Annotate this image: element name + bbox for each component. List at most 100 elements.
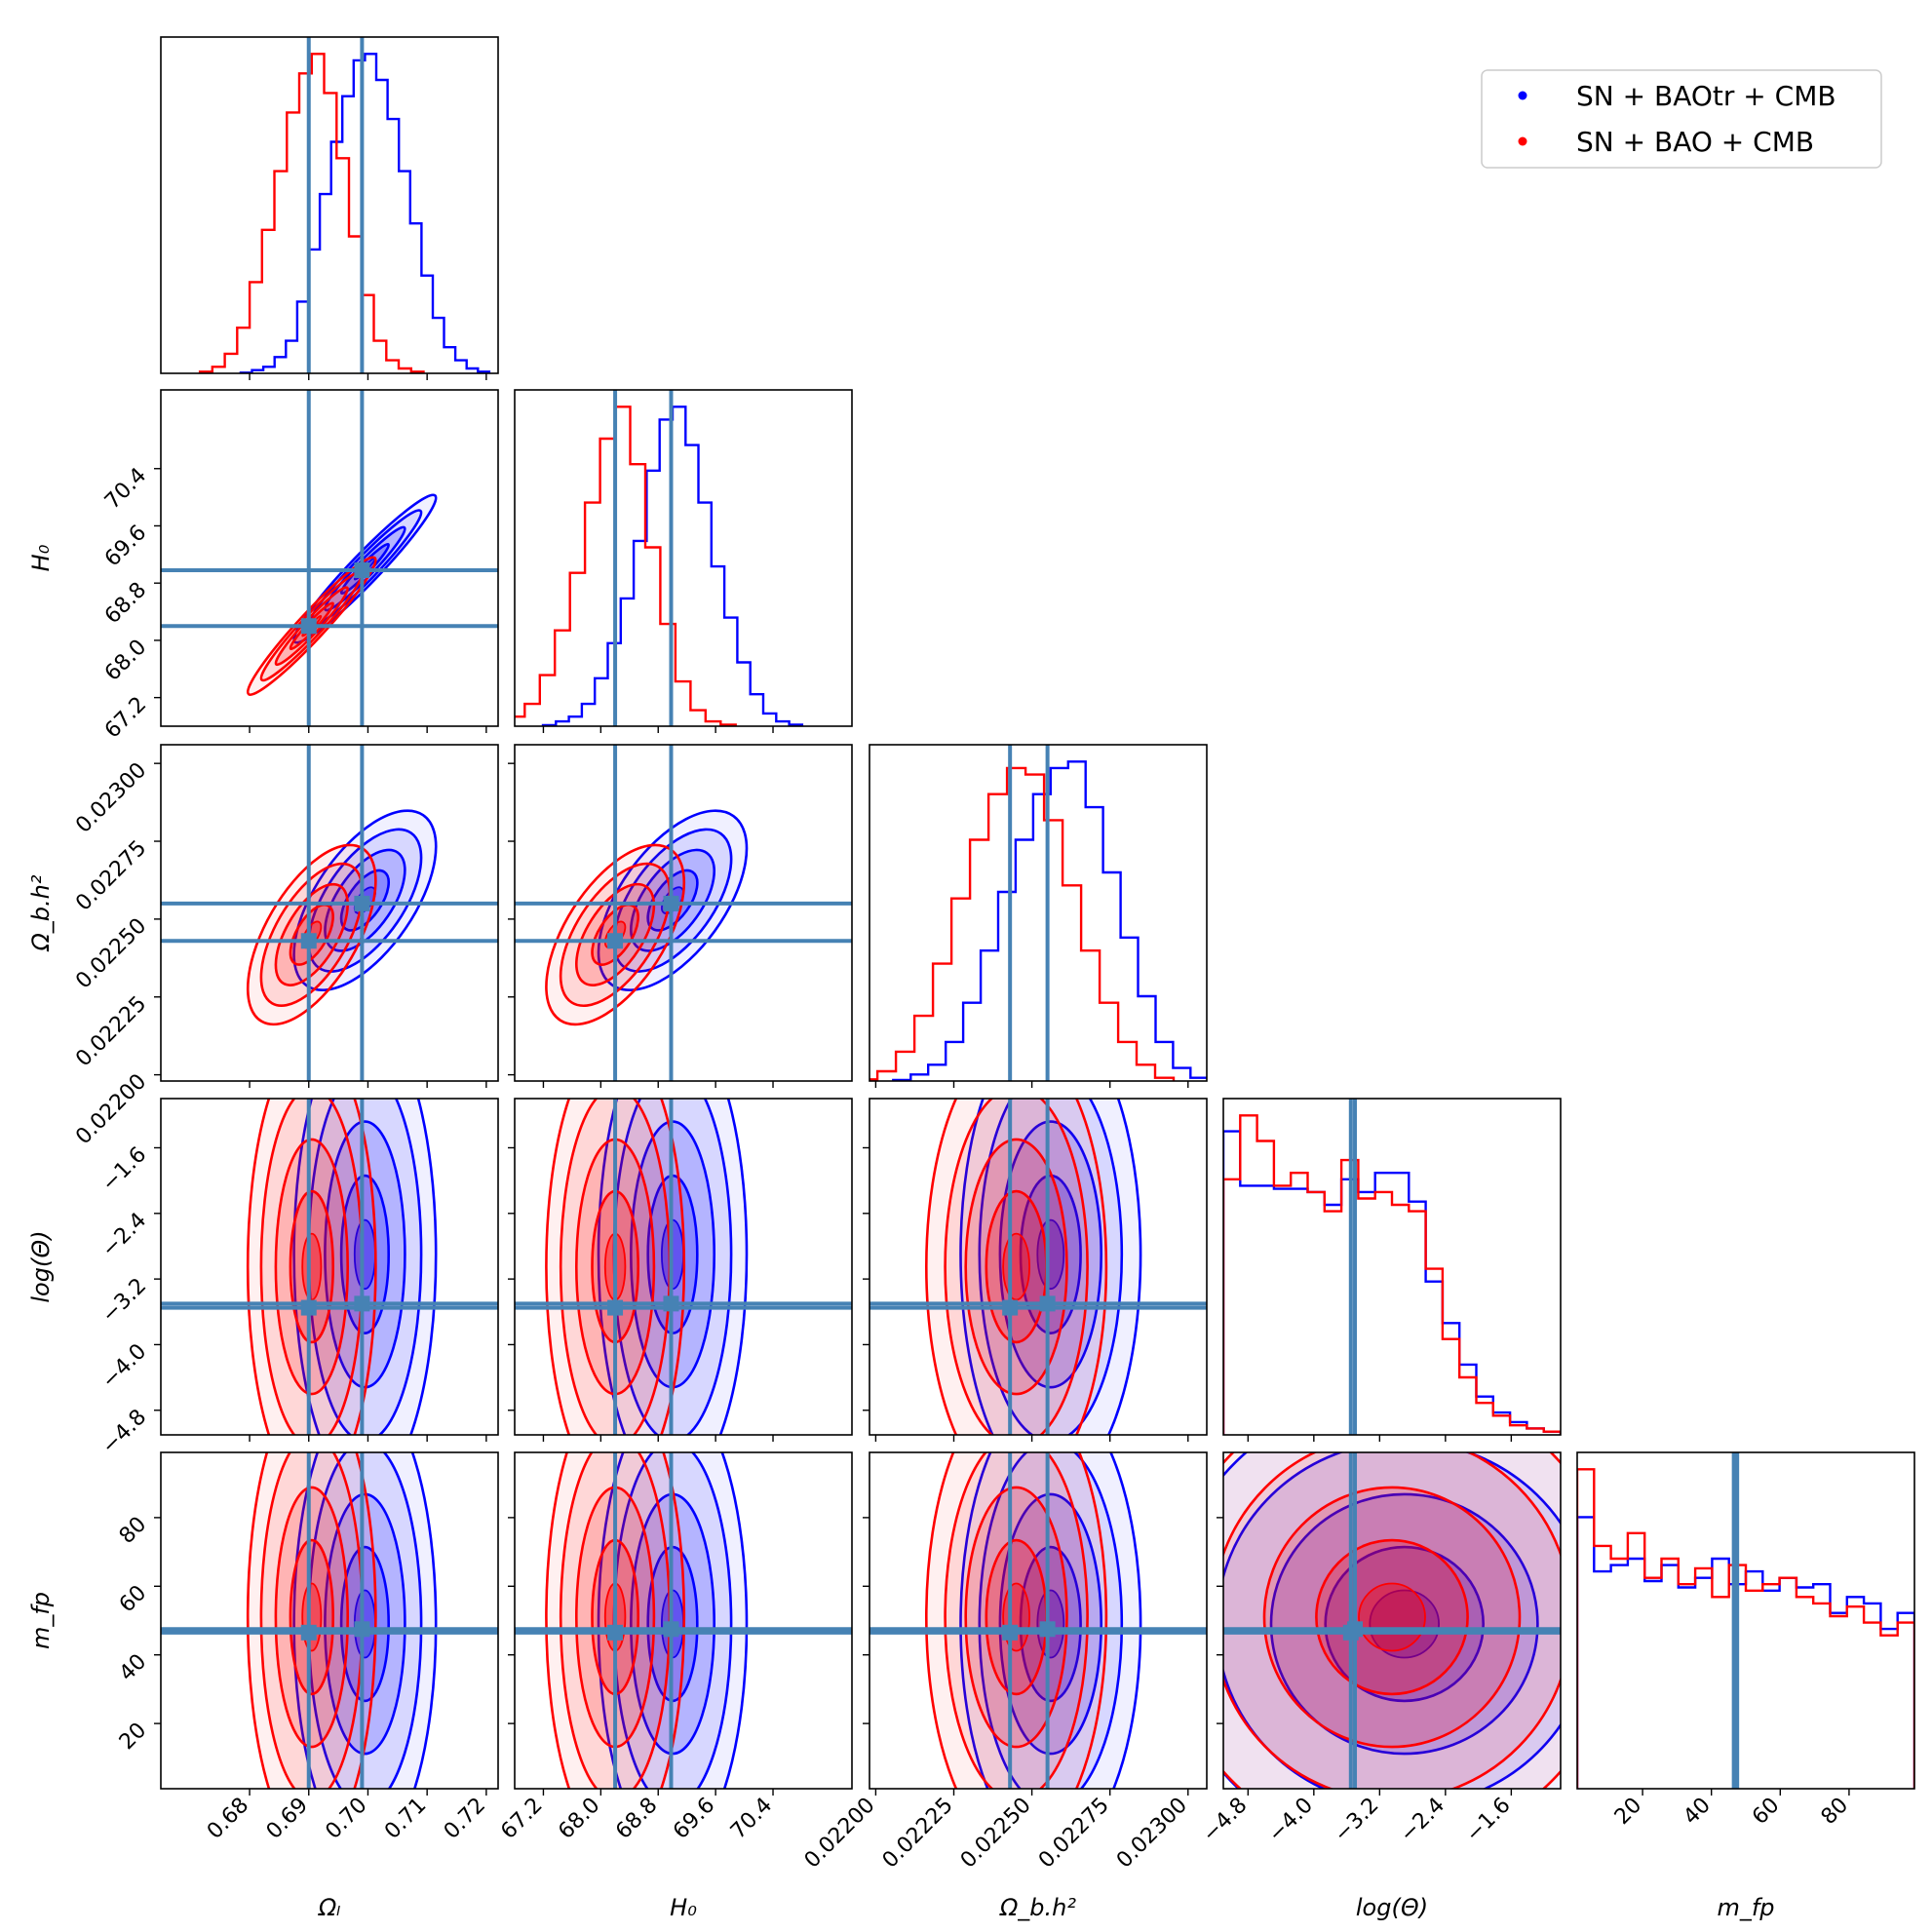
- contour-red-level-4: [1002, 1232, 1030, 1301]
- panel-frame: [869, 744, 1208, 1082]
- panel-plot-area: [161, 1099, 498, 1435]
- x-tick-label-log_theta: −1.6: [1461, 1794, 1515, 1847]
- truth-marker-0: [300, 1299, 317, 1316]
- panel-frame: [514, 1451, 853, 1790]
- contour-red-level-4: [301, 1582, 323, 1652]
- truth-marker-1: [1039, 1295, 1056, 1312]
- contour-red-level-3: [289, 1538, 334, 1696]
- panel-m_fp-vs-omega_l: 0.68 0.69 0.70 0.71 0.72 20 40 60 80: [115, 1451, 499, 1844]
- panel-frame: [514, 389, 853, 727]
- x-tick-label-m_fp: 80: [1817, 1794, 1853, 1830]
- y-axis-label-log_theta: log(Θ): [27, 1230, 55, 1302]
- x-tick-label-log_theta: −2.4: [1396, 1794, 1449, 1847]
- contour-blue-level-2: [998, 1120, 1103, 1389]
- truth-marker-1: [354, 1621, 370, 1638]
- panel-plot-area: [1223, 1452, 1561, 1789]
- panel-log_theta-vs-omega_l: −4.8 −4.0 −3.2 −2.4 −1.6: [97, 1098, 499, 1459]
- legend: SN + BAOtr + CMB SN + BAO + CMB: [1481, 69, 1882, 169]
- panel-omega_b_h2-vs-omega_b_h2: [869, 744, 1208, 1088]
- panel-omega_l-vs-omega_l: [160, 36, 499, 380]
- panel-plot-area: [869, 1452, 1207, 1789]
- contour-blue-level-3: [1324, 1545, 1485, 1703]
- x-tick-label-omega_l: 0.69: [262, 1794, 313, 1844]
- truth-marker-1: [1347, 1621, 1364, 1638]
- histogram-red: [1577, 1468, 1914, 1789]
- panel-plot-area: [515, 1452, 852, 1789]
- y-tick-label-log_theta: −4.0: [97, 1339, 151, 1393]
- truth-marker-1: [354, 561, 370, 578]
- contour-red-level-2: [274, 1486, 349, 1749]
- x-tick-label-h0: 69.6: [669, 1794, 719, 1844]
- panel-frame: [160, 744, 499, 1082]
- truth-marker-1: [663, 895, 679, 911]
- x-tick-label-m_fp: 20: [1610, 1794, 1646, 1830]
- y-tick-label-log_theta: −1.6: [97, 1142, 151, 1196]
- y-tick-label-log_theta: −4.8: [97, 1405, 151, 1458]
- panel-plot-area: [869, 1099, 1207, 1435]
- y-tick-label-m_fp: 80: [115, 1512, 151, 1548]
- x-tick-label-h0: 67.2: [496, 1794, 547, 1844]
- panel-m_fp-vs-h0: 67.2 68.0 68.8 69.6 70.4: [496, 1451, 853, 1844]
- panel-plot-area: [869, 745, 1207, 1081]
- x-tick-label-omega_l: 0.71: [380, 1794, 431, 1844]
- truth-marker-1: [1039, 1621, 1056, 1638]
- y-tick-label-omega_b_h2: 0.02275: [71, 836, 151, 916]
- panel-frame: [160, 36, 499, 374]
- x-tick-label-log_theta: −4.0: [1264, 1794, 1318, 1847]
- legend-label-blue: SN + BAOtr + CMB: [1576, 80, 1836, 112]
- panel-plot-area: [198, 37, 491, 373]
- y-axis-label-omega_b_h2: Ω_b.h²: [27, 874, 55, 951]
- truth-marker-1: [663, 1621, 679, 1638]
- x-tick-label-log_theta: −4.8: [1198, 1794, 1252, 1847]
- panel-frame: [160, 389, 499, 727]
- histogram-blue: [892, 760, 1207, 1081]
- legend-frame: [1481, 69, 1882, 169]
- panel-plot-area: [1223, 1099, 1561, 1435]
- y-axis-label-m_fp: m_fp: [27, 1592, 55, 1649]
- y-tick-label-h0: 68.0: [100, 635, 151, 685]
- x-tick-label-m_fp: 40: [1679, 1794, 1715, 1830]
- truth-marker-0: [607, 1299, 624, 1316]
- contour-red-level-0: [246, 1099, 377, 1435]
- x-tick-label-omega_b_h2: 0.02275: [1034, 1794, 1114, 1874]
- x-axis-label-h0: H₀: [670, 1894, 697, 1921]
- y-tick-label-omega_b_h2: 0.02300: [71, 758, 151, 838]
- x-axis-label-log_theta: log(Θ): [1356, 1894, 1428, 1921]
- panel-frame: [1222, 1451, 1562, 1790]
- y-axis-label-h0: H₀: [27, 544, 55, 571]
- y-tick-label-h0: 68.8: [100, 578, 151, 629]
- y-tick-label-omega_b_h2: 0.02200: [71, 1069, 151, 1149]
- y-tick-label-m_fp: 20: [115, 1719, 151, 1755]
- y-tick-label-log_theta: −3.2: [97, 1274, 151, 1328]
- x-tick-label-omega_l: 0.68: [203, 1794, 253, 1844]
- y-tick-label-h0: 67.2: [100, 692, 151, 743]
- panel-log_theta-vs-h0: [508, 1098, 853, 1442]
- contour-red-level-4: [1358, 1582, 1426, 1652]
- contour-red-level-2: [274, 1138, 349, 1396]
- truth-marker-0: [300, 1624, 317, 1641]
- panel-plot-area: [161, 390, 498, 726]
- x-axis-label-omega_l: Ωₗ: [318, 1894, 340, 1921]
- panel-plot-area: [515, 390, 804, 726]
- panel-frame: [869, 1098, 1208, 1436]
- corner-panels: 67.268.068.869.670.40.022000.022250.0225…: [27, 36, 1915, 1921]
- panel-m_fp-vs-m_fp: 20 40 60 80: [1576, 1451, 1915, 1830]
- panel-frame: [160, 1451, 499, 1790]
- x-tick-label-h0: 70.4: [726, 1794, 777, 1844]
- y-tick-label-h0: 69.6: [100, 521, 151, 571]
- truth-marker-1: [354, 895, 370, 911]
- histogram-red: [198, 53, 425, 373]
- x-tick-label-m_fp: 60: [1748, 1794, 1784, 1830]
- panel-plot-area: [161, 1452, 498, 1789]
- panel-frame: [869, 1451, 1208, 1790]
- x-tick-label-h0: 68.0: [554, 1794, 604, 1844]
- truth-marker-0: [300, 933, 317, 949]
- y-tick-label-omega_b_h2: 0.02250: [71, 913, 151, 993]
- panel-m_fp-vs-log_theta: −4.8 −4.0 −3.2 −2.4 −1.6: [1198, 1451, 1562, 1847]
- truth-marker-1: [663, 1295, 679, 1312]
- truth-marker-1: [354, 1295, 370, 1312]
- panel-plot-area: [1577, 1452, 1914, 1789]
- truth-marker-0: [607, 933, 624, 949]
- panel-frame: [160, 1098, 499, 1436]
